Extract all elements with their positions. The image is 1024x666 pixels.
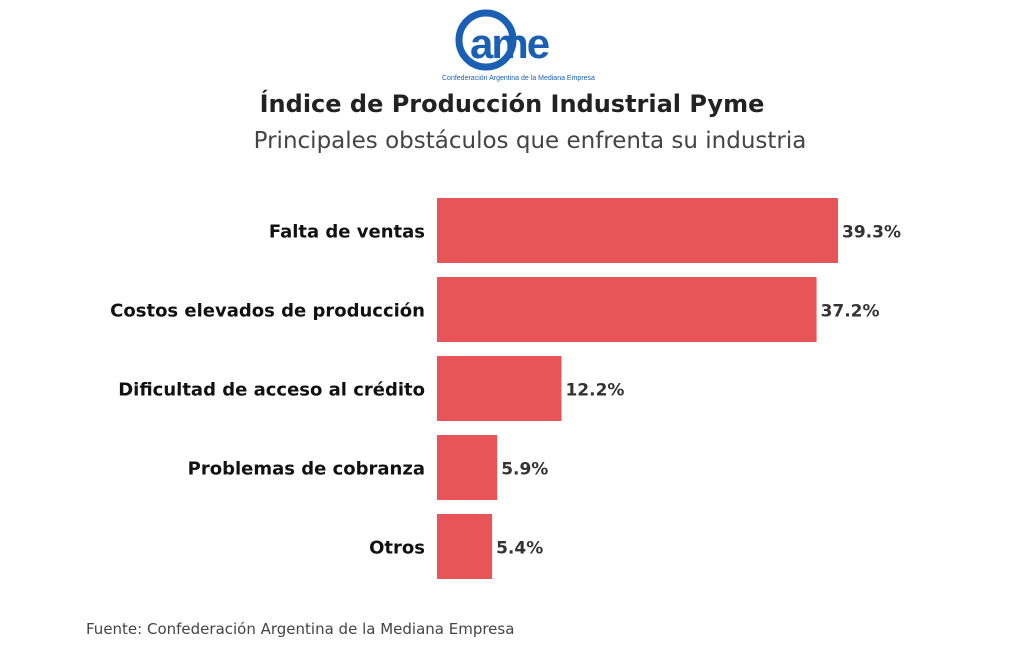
value-label: 5.4% <box>496 539 543 559</box>
category-label: Costos elevados de producción <box>110 301 425 322</box>
bar <box>437 198 838 263</box>
chart-title: Índice de Producción Industrial Pyme <box>259 90 765 118</box>
svg-text:ame: ame <box>470 20 549 67</box>
category-label: Dificultad de acceso al crédito <box>118 380 425 401</box>
value-label: 37.2% <box>821 302 880 322</box>
value-label: 39.3% <box>842 223 901 243</box>
value-label: 12.2% <box>565 381 624 401</box>
svg-text:Confederación Argentina de la: Confederación Argentina de la Mediana Em… <box>442 75 595 82</box>
came-logo: ame Confederación Argentina de la Median… <box>442 9 595 82</box>
bar <box>437 514 493 579</box>
bar <box>437 435 498 500</box>
category-label: Problemas de cobranza <box>188 459 425 480</box>
source-note: Fuente: Confederación Argentina de la Me… <box>86 620 515 638</box>
category-label: Falta de ventas <box>269 222 425 243</box>
category-label: Otros <box>369 538 425 559</box>
bar <box>437 277 817 342</box>
chart-subtitle: Principales obstáculos que enfrenta su i… <box>253 128 807 154</box>
bar <box>437 356 562 421</box>
value-label: 5.9% <box>501 460 548 480</box>
